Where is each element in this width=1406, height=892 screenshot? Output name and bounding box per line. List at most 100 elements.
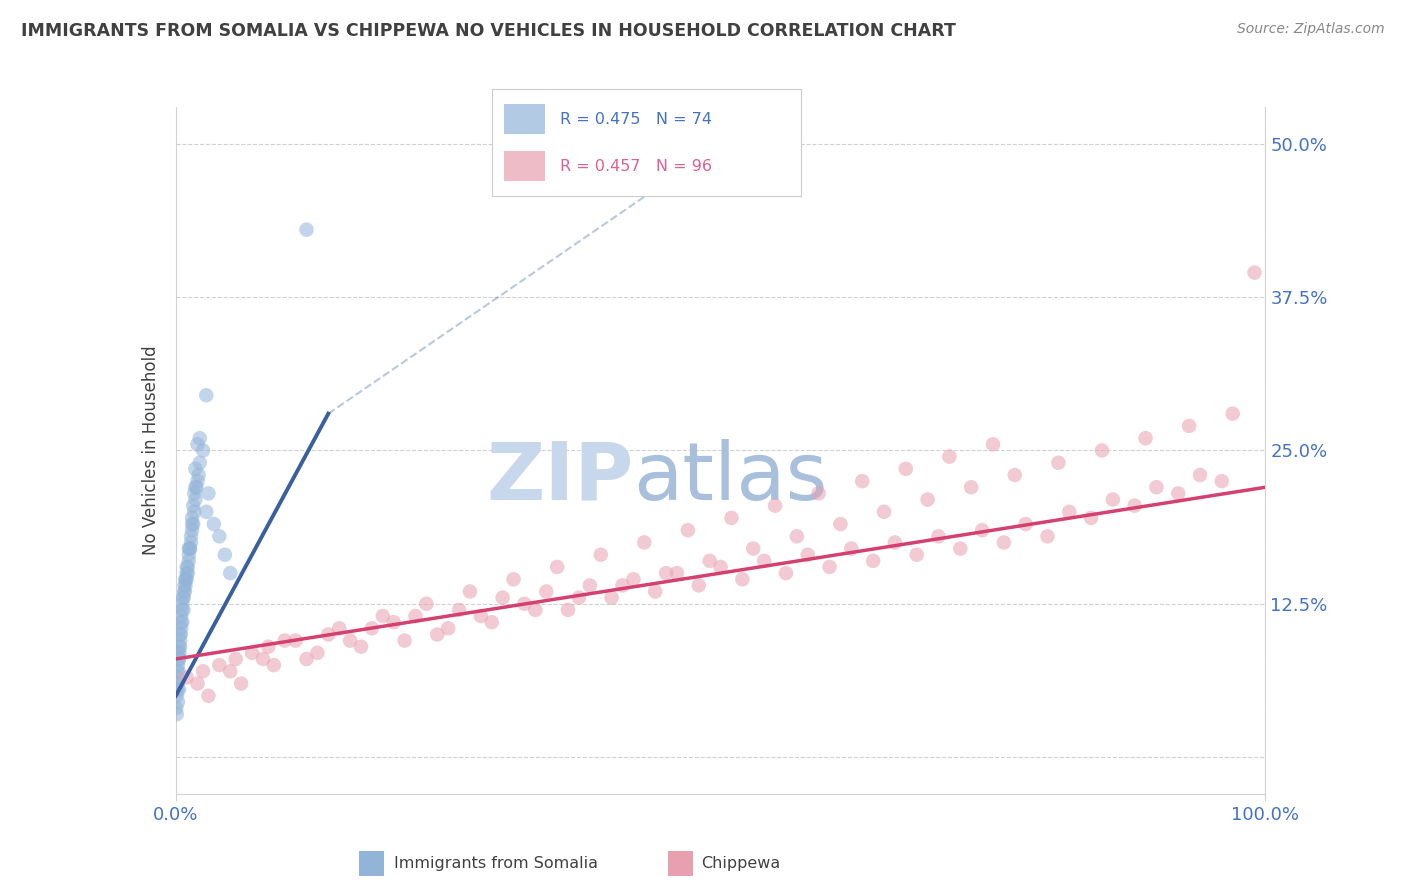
- Point: [426, 627, 449, 641]
- Point: [263, 658, 285, 673]
- Point: [170, 621, 193, 635]
- Point: [284, 633, 307, 648]
- Point: [720, 511, 742, 525]
- Point: [172, 591, 194, 605]
- Point: [960, 480, 983, 494]
- Point: [195, 388, 218, 402]
- Point: [818, 560, 841, 574]
- Point: [763, 499, 786, 513]
- Point: [166, 664, 188, 679]
- Point: [612, 578, 634, 592]
- Point: [170, 615, 193, 630]
- Point: [172, 603, 194, 617]
- Point: [905, 548, 928, 562]
- Text: Chippewa: Chippewa: [702, 856, 780, 871]
- Point: [183, 505, 205, 519]
- Point: [231, 676, 253, 690]
- Point: [481, 615, 503, 630]
- Point: [307, 646, 329, 660]
- Point: [170, 609, 193, 624]
- Point: [775, 566, 797, 581]
- Text: ZIP: ZIP: [486, 439, 633, 517]
- Point: [797, 548, 820, 562]
- Point: [174, 572, 197, 586]
- Point: [382, 615, 405, 630]
- Point: [579, 578, 602, 592]
- Point: [173, 584, 195, 599]
- Point: [699, 554, 721, 568]
- Point: [165, 682, 187, 697]
- Point: [557, 603, 579, 617]
- Point: [884, 535, 907, 549]
- Point: [655, 566, 678, 581]
- Point: [197, 689, 219, 703]
- FancyBboxPatch shape: [505, 152, 544, 181]
- Point: [470, 609, 492, 624]
- Point: [181, 516, 204, 531]
- Point: [295, 223, 318, 237]
- Y-axis label: No Vehicles in Household: No Vehicles in Household: [142, 345, 160, 556]
- Point: [166, 676, 188, 690]
- Point: [172, 597, 194, 611]
- Point: [166, 682, 188, 697]
- Point: [176, 560, 198, 574]
- Point: [187, 467, 209, 482]
- Point: [169, 646, 191, 660]
- Text: Immigrants from Somalia: Immigrants from Somalia: [394, 856, 598, 871]
- Point: [177, 560, 200, 574]
- Point: [447, 603, 470, 617]
- Text: IMMIGRANTS FROM SOMALIA VS CHIPPEWA NO VEHICLES IN HOUSEHOLD CORRELATION CHART: IMMIGRANTS FROM SOMALIA VS CHIPPEWA NO V…: [21, 22, 956, 40]
- Point: [589, 548, 612, 562]
- Point: [167, 652, 190, 666]
- Point: [1015, 516, 1038, 531]
- Point: [949, 541, 972, 556]
- Point: [972, 523, 994, 537]
- Point: [394, 633, 416, 648]
- Point: [172, 591, 194, 605]
- Point: [928, 529, 950, 543]
- Point: [225, 652, 247, 666]
- Point: [361, 621, 384, 635]
- Point: [208, 529, 231, 543]
- Point: [993, 535, 1015, 549]
- Point: [676, 523, 699, 537]
- Point: [191, 664, 214, 679]
- Point: [240, 646, 263, 660]
- Point: [180, 529, 202, 543]
- Point: [339, 633, 361, 648]
- Point: [1004, 467, 1026, 482]
- Point: [318, 627, 340, 641]
- Point: [179, 541, 201, 556]
- Point: [181, 511, 204, 525]
- Point: [546, 560, 568, 574]
- Point: [502, 572, 524, 586]
- Point: [371, 609, 394, 624]
- Point: [731, 572, 754, 586]
- Point: [172, 615, 194, 630]
- Point: [688, 578, 710, 592]
- Point: [830, 516, 852, 531]
- Point: [177, 566, 200, 581]
- Point: [176, 670, 198, 684]
- Point: [183, 486, 205, 500]
- Point: [167, 664, 190, 679]
- Point: [179, 541, 201, 556]
- Text: R = 0.457   N = 96: R = 0.457 N = 96: [560, 159, 713, 174]
- Point: [1036, 529, 1059, 543]
- Point: [186, 437, 209, 451]
- Point: [167, 695, 190, 709]
- Point: [437, 621, 460, 635]
- Point: [405, 609, 427, 624]
- Point: [167, 658, 190, 673]
- Point: [274, 633, 297, 648]
- Point: [166, 670, 188, 684]
- Point: [195, 505, 218, 519]
- Point: [167, 640, 190, 654]
- Point: [219, 664, 242, 679]
- Point: [184, 480, 207, 494]
- Point: [1102, 492, 1125, 507]
- Point: [186, 676, 209, 690]
- Point: [1135, 431, 1157, 445]
- Point: [169, 633, 191, 648]
- Point: [917, 492, 939, 507]
